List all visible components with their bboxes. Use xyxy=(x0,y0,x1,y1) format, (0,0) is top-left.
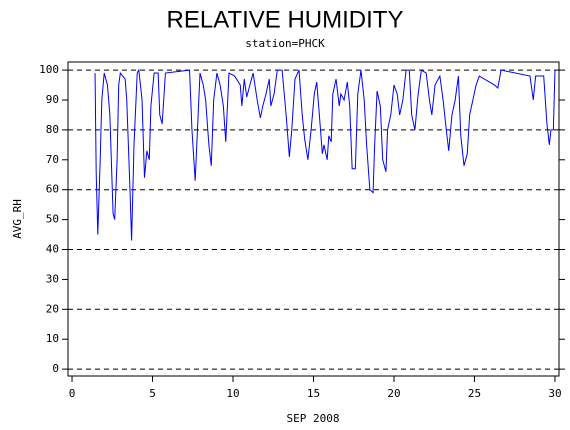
y-tick-label: 10 xyxy=(46,332,59,345)
chart-subtitle: station=PHCK xyxy=(245,37,325,50)
plot-frame xyxy=(67,61,560,377)
y-tick-label: 60 xyxy=(46,183,59,196)
y-axis-label: AVG_RH xyxy=(11,199,24,239)
x-tick-label: 10 xyxy=(226,387,239,400)
y-tick-label: 30 xyxy=(46,272,59,285)
y-tick-label: 100 xyxy=(39,63,59,76)
x-tick-label: 25 xyxy=(468,387,481,400)
x-tick-label: 15 xyxy=(307,387,320,400)
y-tick-label: 80 xyxy=(46,123,59,136)
y-tick-label: 70 xyxy=(46,153,59,166)
y-tick-label: 40 xyxy=(46,243,59,256)
x-tick-label: 20 xyxy=(387,387,400,400)
x-axis-label: SEP 2008 xyxy=(287,412,340,425)
x-tick-label: 0 xyxy=(69,387,76,400)
y-tick-label: 90 xyxy=(46,93,59,106)
x-tick-label: 5 xyxy=(149,387,156,400)
x-tick-label: 30 xyxy=(548,387,561,400)
y-tick-label: 20 xyxy=(46,302,59,315)
y-tick-label: 0 xyxy=(52,362,59,375)
y-tick-label: 50 xyxy=(46,213,59,226)
data-line xyxy=(94,68,556,241)
chart-title: RELATIVE HUMIDITY xyxy=(167,6,404,33)
